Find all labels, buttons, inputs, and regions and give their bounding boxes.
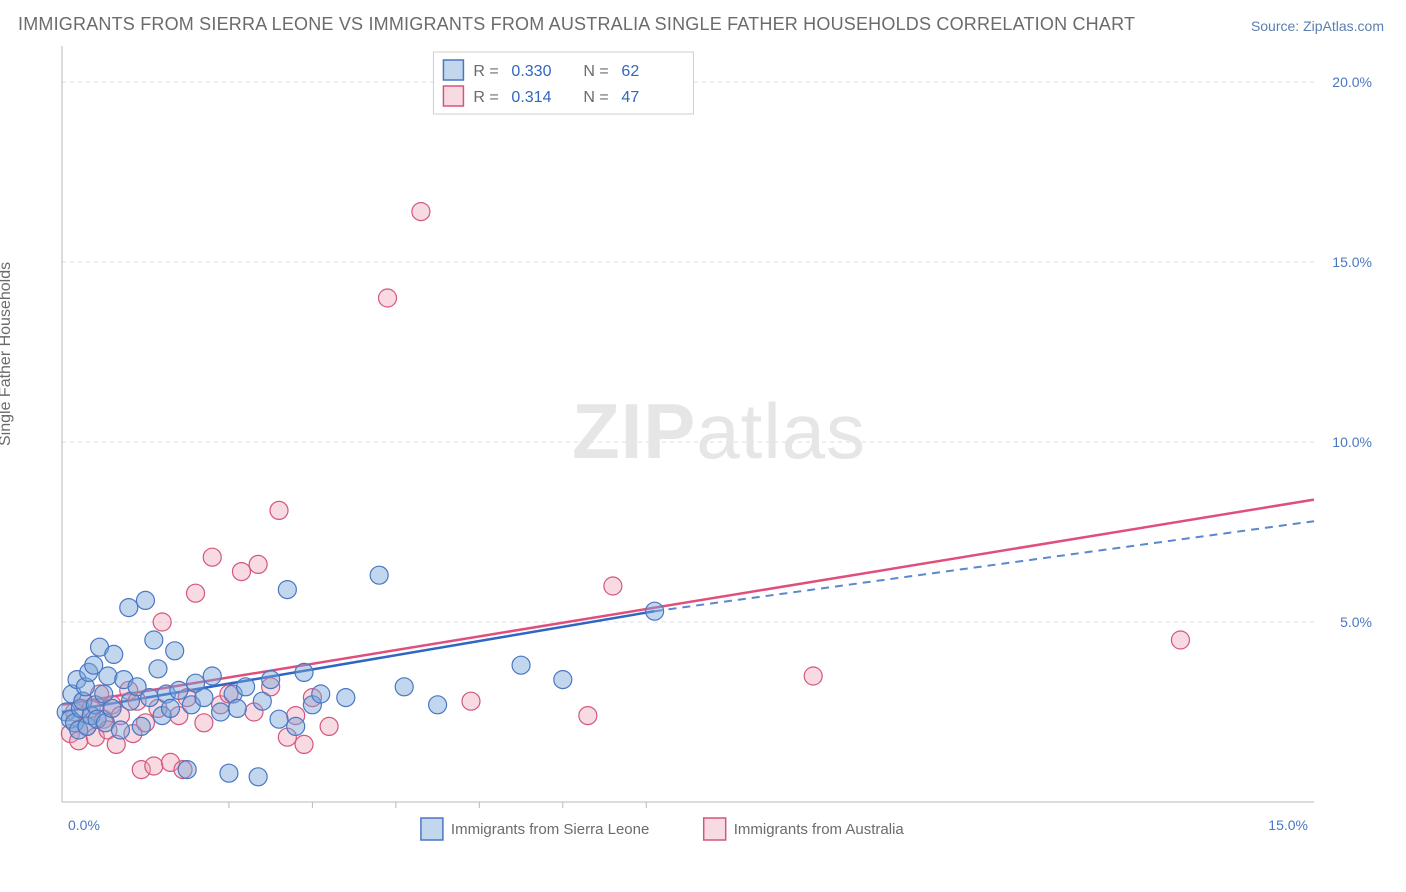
scatter-chart: ZIPatlas 0.0% 15.0% 5.0% 10.0% 15.0% 20.0% R = 0… xyxy=(54,42,1384,842)
x-tick-label: 0.0% xyxy=(68,817,100,833)
data-point-sierra_leone xyxy=(395,678,413,696)
data-point-sierra_leone xyxy=(132,717,150,735)
data-point-sierra_leone xyxy=(429,696,447,714)
data-point-sierra_leone xyxy=(370,566,388,584)
legend-series: Immigrants from Sierra Leone Immigrants f… xyxy=(421,818,905,840)
svg-text:N =: N = xyxy=(583,63,608,80)
data-point-australia xyxy=(153,613,171,631)
data-point-sierra_leone xyxy=(149,660,167,678)
data-point-australia xyxy=(804,667,822,685)
data-point-sierra_leone xyxy=(554,671,572,689)
data-point-australia xyxy=(320,717,338,735)
data-point-sierra_leone xyxy=(220,764,238,782)
svg-text:0.314: 0.314 xyxy=(511,89,551,106)
data-point-sierra_leone xyxy=(103,699,121,717)
data-point-sierra_leone xyxy=(237,678,255,696)
y-tick-label: 5.0% xyxy=(1340,614,1372,630)
y-tick-label: 20.0% xyxy=(1332,74,1372,90)
data-point-sierra_leone xyxy=(195,689,213,707)
data-point-sierra_leone xyxy=(262,671,280,689)
chart-title: IMMIGRANTS FROM SIERRA LEONE VS IMMIGRAN… xyxy=(18,14,1135,35)
watermark: ZIPatlas xyxy=(572,387,866,475)
data-point-sierra_leone xyxy=(105,645,123,663)
data-point-sierra_leone xyxy=(145,631,163,649)
data-point-australia xyxy=(579,707,597,725)
data-point-sierra_leone xyxy=(203,667,221,685)
source-prefix: Source: xyxy=(1251,18,1303,34)
trendline-sierra-leone-extrapolated xyxy=(655,521,1314,611)
y-tick-label: 15.0% xyxy=(1332,254,1372,270)
data-point-sierra_leone xyxy=(512,656,530,674)
data-point-sierra_leone xyxy=(253,692,271,710)
data-point-sierra_leone xyxy=(136,591,154,609)
data-point-sierra_leone xyxy=(111,721,129,739)
data-point-sierra_leone xyxy=(312,685,330,703)
data-point-sierra_leone xyxy=(120,599,138,617)
data-point-sierra_leone xyxy=(166,642,184,660)
data-point-sierra_leone xyxy=(170,681,188,699)
svg-text:0.330: 0.330 xyxy=(511,63,551,80)
data-point-australia xyxy=(1171,631,1189,649)
data-point-sierra_leone xyxy=(228,699,246,717)
svg-text:R =: R = xyxy=(473,63,498,80)
legend-correlation: R = 0.330 N = 62 R = 0.314 N = 47 xyxy=(433,52,693,114)
svg-text:47: 47 xyxy=(621,89,639,106)
svg-text:N =: N = xyxy=(583,89,608,106)
data-point-australia xyxy=(462,692,480,710)
data-point-sierra_leone xyxy=(278,581,296,599)
data-point-australia xyxy=(187,584,205,602)
y-tick-label: 10.0% xyxy=(1332,434,1372,450)
source-attribution: Source: ZipAtlas.com xyxy=(1251,18,1384,34)
data-point-sierra_leone xyxy=(99,667,117,685)
data-point-australia xyxy=(249,555,267,573)
data-point-sierra_leone xyxy=(295,663,313,681)
data-point-australia xyxy=(412,203,430,221)
svg-text:Immigrants from Australia: Immigrants from Australia xyxy=(734,821,905,838)
data-point-australia xyxy=(203,548,221,566)
data-point-australia xyxy=(195,714,213,732)
data-point-australia xyxy=(232,563,250,581)
svg-text:Immigrants from Sierra Leone: Immigrants from Sierra Leone xyxy=(451,821,649,838)
data-point-australia xyxy=(145,757,163,775)
data-point-sierra_leone xyxy=(287,717,305,735)
data-point-australia xyxy=(295,735,313,753)
data-point-sierra_leone xyxy=(249,768,267,786)
data-point-sierra_leone xyxy=(270,710,288,728)
svg-text:62: 62 xyxy=(621,63,639,80)
data-point-australia xyxy=(379,289,397,307)
x-tick-label: 15.0% xyxy=(1268,817,1308,833)
data-point-sierra_leone xyxy=(141,689,159,707)
svg-text:R =: R = xyxy=(473,89,498,106)
data-point-australia xyxy=(604,577,622,595)
data-point-sierra_leone xyxy=(646,602,664,620)
data-point-sierra_leone xyxy=(212,703,230,721)
source-link[interactable]: ZipAtlas.com xyxy=(1303,18,1384,34)
data-point-australia xyxy=(270,501,288,519)
trendline-australia xyxy=(62,500,1314,705)
y-axis-label: Single Father Households xyxy=(0,262,15,446)
chart-area: ZIPatlas 0.0% 15.0% 5.0% 10.0% 15.0% 20.0% R = 0… xyxy=(54,42,1384,842)
data-point-sierra_leone xyxy=(337,689,355,707)
data-point-sierra_leone xyxy=(178,761,196,779)
data-point-sierra_leone xyxy=(162,699,180,717)
